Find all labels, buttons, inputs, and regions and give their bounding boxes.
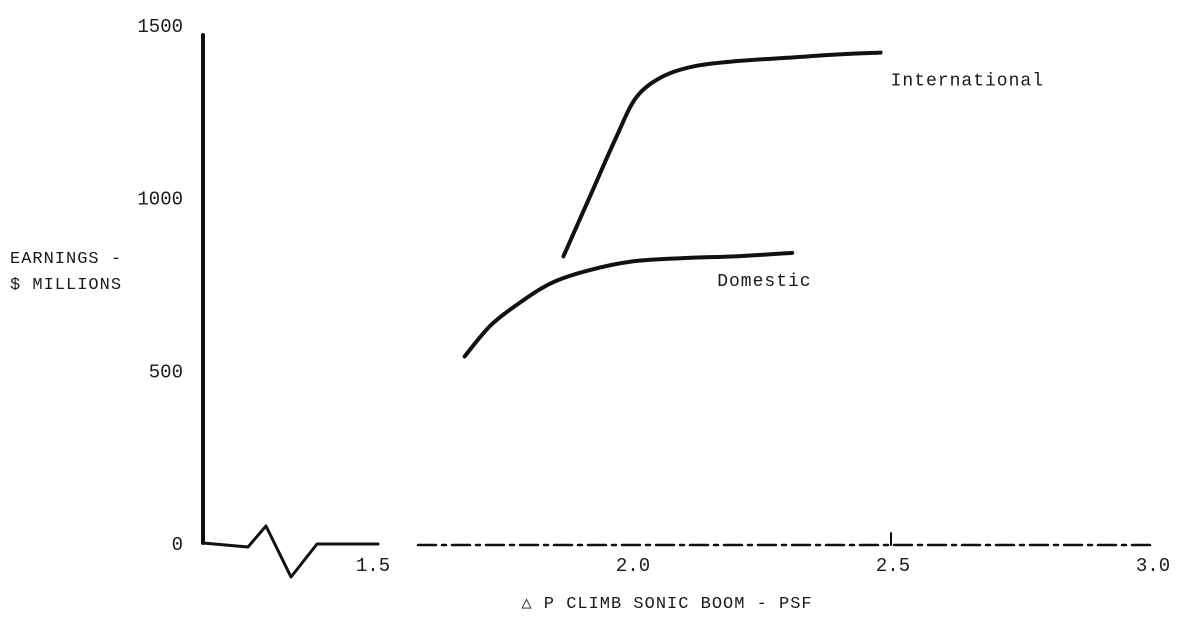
- y-tick-label: 0: [172, 534, 183, 556]
- series-line-international: [561, 50, 883, 259]
- x-axis-title: △ P CLIMB SONIC BOOM - PSF: [521, 595, 812, 614]
- y-tick-label: 1500: [137, 16, 183, 38]
- y-tick-labels: 0 500 1000 1500: [137, 16, 183, 556]
- y-axis-title-line-1: EARNINGS -: [10, 250, 122, 269]
- series-label-domestic: Domestic: [717, 272, 811, 292]
- x-tick-label: 1.5: [356, 555, 390, 577]
- series-label-international: International: [891, 72, 1044, 92]
- x-tick-label: 3.0: [1136, 555, 1170, 577]
- y-tick-label: 500: [149, 361, 183, 383]
- y-tick-label: 1000: [137, 189, 183, 211]
- x-tick-labels: 1.5 2.0 2.5 3.0: [356, 555, 1170, 577]
- series: International Domestic: [462, 50, 1044, 359]
- x-axis-break: [201, 524, 380, 579]
- x-tick-label: 2.0: [616, 555, 650, 577]
- series-line-domestic: [462, 250, 795, 359]
- y-axis-title-line-2: $ MILLIONS: [10, 276, 122, 295]
- x-tick-label: 2.5: [876, 555, 910, 577]
